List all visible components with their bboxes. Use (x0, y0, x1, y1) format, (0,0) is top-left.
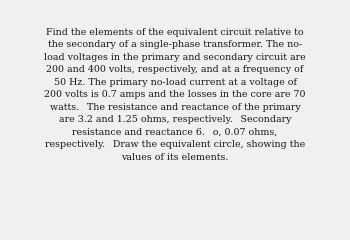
Text: Find the elements of the equivalent circuit relative to
the secondary of a singl: Find the elements of the equivalent circ… (44, 28, 306, 162)
